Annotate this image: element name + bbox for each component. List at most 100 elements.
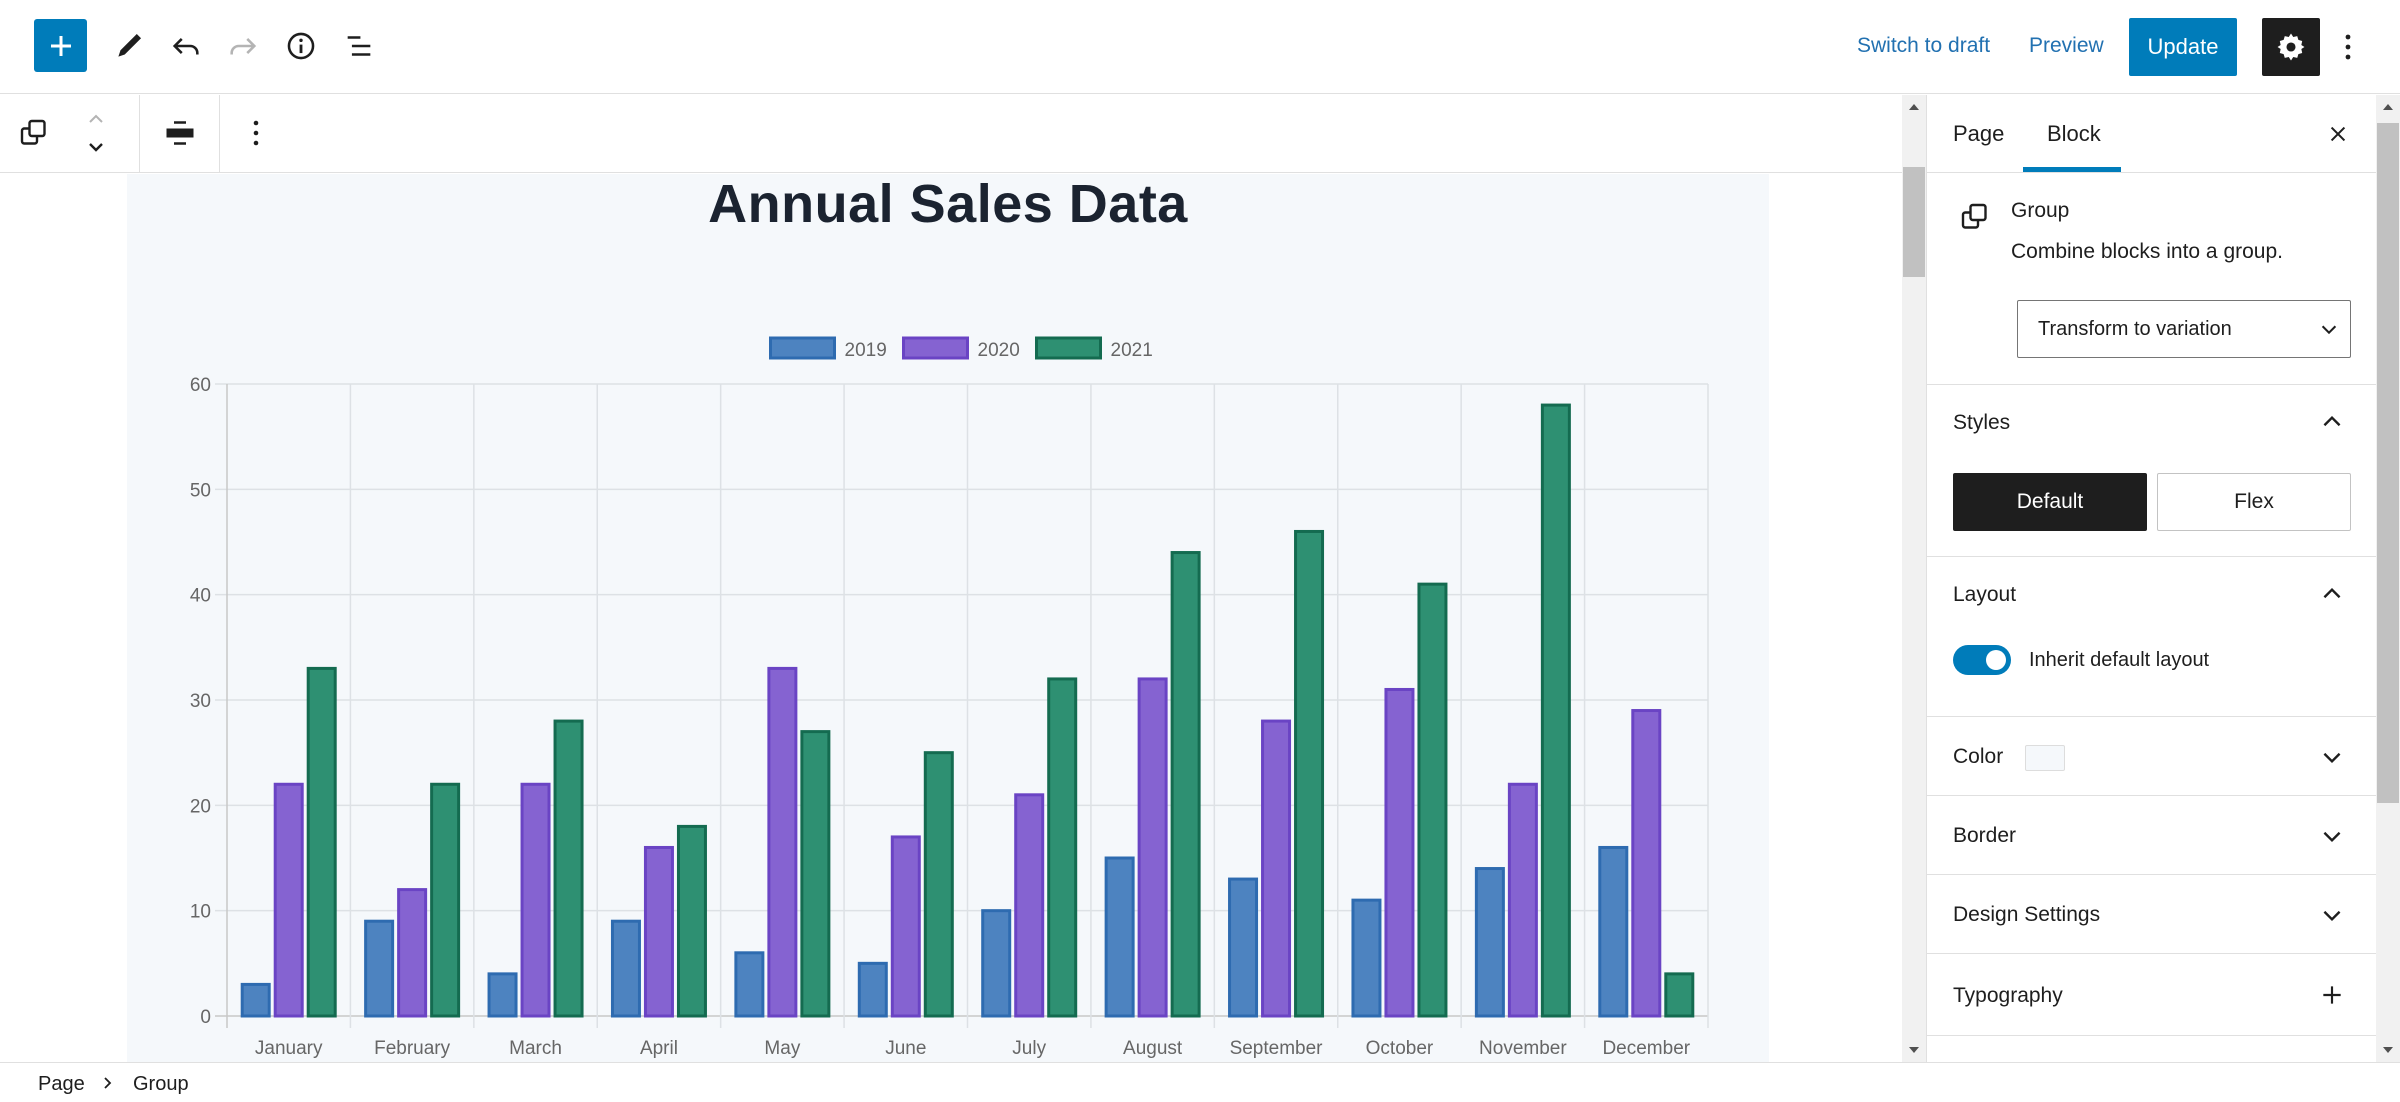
inherit-layout-label: Inherit default layout <box>2029 649 2210 671</box>
y-tick-label: 20 <box>190 796 211 817</box>
bar-2019-july <box>981 909 1012 1018</box>
sidebar-scrollbar-thumb[interactable] <box>2377 123 2399 803</box>
tab-page[interactable]: Page <box>1953 121 2005 146</box>
close-sidebar-button[interactable] <box>2319 115 2357 153</box>
redo-button[interactable] <box>216 19 269 72</box>
breadcrumb-page[interactable]: Page <box>38 1073 85 1095</box>
settings-button[interactable] <box>2262 18 2320 76</box>
chevron-up-icon <box>89 114 103 123</box>
style-default-button[interactable]: Default <box>1953 473 2147 531</box>
x-tick-label: March <box>509 1038 562 1059</box>
layout-panel-title[interactable]: Layout <box>1953 583 2017 606</box>
style-flex-button[interactable]: Flex <box>2157 473 2351 531</box>
chevron-right-icon <box>104 1077 112 1089</box>
x-tick-label: November <box>1479 1038 1567 1059</box>
chevron-down-icon <box>89 143 103 152</box>
tools-button[interactable] <box>102 19 155 72</box>
move-down-button[interactable] <box>82 135 110 159</box>
design-settings-panel[interactable]: Design Settings <box>1927 875 2376 954</box>
bar-2019-november <box>1474 867 1505 1018</box>
block-type-button[interactable] <box>16 115 52 151</box>
switch-to-draft-button[interactable]: Switch to draft <box>1857 34 1991 57</box>
bar-2021-december <box>1664 972 1695 1018</box>
styles-panel-title[interactable]: Styles <box>1953 411 2011 434</box>
x-tick-label: February <box>374 1038 451 1059</box>
editor-scrollbar[interactable] <box>1902 95 1926 1062</box>
chevron-up-icon[interactable] <box>2319 409 2345 435</box>
y-tick-label: 30 <box>190 691 211 712</box>
typography-panel[interactable]: Typography <box>1927 954 2376 1036</box>
editor-scrollbar-thumb[interactable] <box>1903 167 1925 277</box>
block-toolbar <box>0 95 1902 173</box>
editor-canvas[interactable]: Annual Sales Data 0 10 20 30 40 50 60 January Fe… <box>0 174 1902 1062</box>
legend-swatch-2020 <box>902 336 969 360</box>
x-tick-label: September <box>1230 1038 1324 1059</box>
x-tick-label: August <box>1123 1038 1183 1059</box>
chevron-down-icon <box>2321 325 2337 335</box>
bar-2019-march <box>487 972 518 1018</box>
list-view-button[interactable] <box>332 19 385 72</box>
update-button[interactable]: Update <box>2129 18 2237 76</box>
page-title[interactable]: Annual Sales Data <box>708 174 1188 234</box>
group-block[interactable]: Annual Sales Data 0 10 20 30 40 50 60 January Fe… <box>127 174 1769 1062</box>
align-group <box>140 95 220 172</box>
y-tick-label: 60 <box>190 375 211 396</box>
chevron-down-icon <box>2323 831 2341 843</box>
color-panel-title: Color <box>1953 745 2004 768</box>
bar-2020-august <box>1137 677 1168 1018</box>
add-block-button[interactable] <box>34 19 87 72</box>
block-options-group <box>220 95 292 172</box>
bar-2019-october <box>1351 898 1382 1018</box>
bar-2021-july <box>1047 677 1078 1018</box>
block-options-button[interactable] <box>244 115 268 151</box>
bar-2019-june <box>857 961 888 1018</box>
border-panel[interactable]: Border <box>1927 796 2376 875</box>
bar-2020-september <box>1261 719 1292 1018</box>
toggle-knob <box>1986 650 2006 670</box>
scroll-down-arrow-icon <box>1909 1047 1919 1053</box>
bar-2020-july <box>1014 793 1045 1018</box>
layout-panel: Layout Inherit default layout <box>1927 557 2376 717</box>
chevron-up-icon[interactable] <box>2319 581 2345 607</box>
active-tab-indicator <box>2023 167 2121 172</box>
typography-panel-title: Typography <box>1953 984 2063 1007</box>
legend-label-2020: 2020 <box>978 340 1020 361</box>
bar-2021-november <box>1540 403 1571 1018</box>
align-button[interactable] <box>162 115 198 151</box>
move-up-button[interactable] <box>82 109 110 129</box>
options-button[interactable] <box>2330 20 2366 74</box>
undo-button[interactable] <box>159 19 212 72</box>
bar-2020-december <box>1631 709 1662 1018</box>
plus-icon <box>2323 986 2341 1004</box>
tab-block[interactable]: Block <box>2047 121 2101 146</box>
color-panel[interactable]: Color <box>1927 717 2376 796</box>
bar-2020-march <box>520 782 551 1018</box>
breadcrumb: Page Group <box>0 1062 2400 1102</box>
transform-select-value: Transform to variation <box>2038 318 2232 340</box>
block-card-title: Group <box>2011 199 2070 222</box>
preview-button[interactable]: Preview <box>2029 34 2104 57</box>
bar-2020-october <box>1384 687 1415 1018</box>
group-icon <box>1957 199 1993 235</box>
redo-icon <box>229 37 256 54</box>
breadcrumb-group[interactable]: Group <box>133 1073 189 1095</box>
bar-2021-march <box>553 719 584 1018</box>
sidebar-scrollbar[interactable] <box>2376 95 2400 1062</box>
bar-2021-june <box>923 751 954 1018</box>
legend-label-2019: 2019 <box>845 340 887 361</box>
y-tick-label: 10 <box>190 902 211 923</box>
bar-2021-february <box>430 782 461 1018</box>
pencil-icon <box>117 33 141 57</box>
x-tick-label: July <box>1012 1038 1046 1059</box>
details-button[interactable] <box>274 19 327 72</box>
scroll-up-arrow-icon <box>2383 104 2393 110</box>
bar-2019-april <box>610 919 641 1018</box>
inherit-layout-toggle[interactable] <box>1953 645 2011 675</box>
bar-2019-february <box>364 919 395 1018</box>
bar-2021-september <box>1294 529 1325 1018</box>
bar-2019-august <box>1104 856 1135 1018</box>
y-tick-label: 50 <box>190 480 211 501</box>
transform-variation-select[interactable]: Transform to variation <box>2017 300 2351 358</box>
scroll-down-arrow-icon <box>2383 1047 2393 1053</box>
styles-panel: Styles Default Flex <box>1927 385 2376 557</box>
